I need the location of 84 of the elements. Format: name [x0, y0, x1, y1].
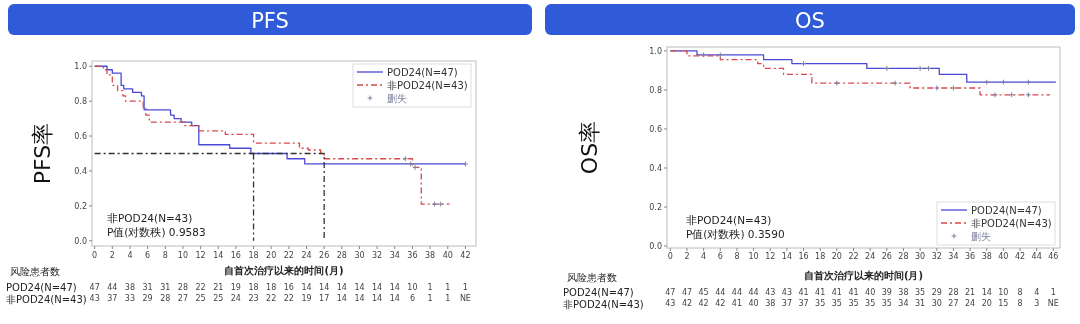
x-tick-label: 0 — [92, 251, 98, 260]
legend-label: POD24(N=47) — [971, 204, 1042, 216]
x-tick-label: 42 — [1014, 252, 1026, 261]
annotation: P值(对数秩) 0.3590 — [686, 228, 785, 240]
x-tick-label: 34 — [389, 251, 400, 260]
y-tick-label: 0.4 — [649, 163, 662, 173]
annotation: P值(对数秩) 0.9583 — [107, 226, 206, 238]
legend-label: 删失 — [971, 230, 991, 242]
x-tick-label: 16 — [798, 252, 809, 261]
x-tick-label: 6 — [145, 251, 151, 260]
x-tick-label: 40 — [998, 252, 1009, 261]
text: 非POD24(N=43) — [563, 299, 644, 310]
x-tick-label: 30 — [354, 251, 365, 260]
y-tick-label: 0.8 — [649, 85, 662, 95]
y-tick-label: 0.0 — [649, 241, 662, 251]
x-tick-label: 44 — [1031, 252, 1042, 261]
x-tick-label: 46 — [1048, 252, 1059, 261]
legend-label: 非POD24(N=43) — [387, 79, 468, 91]
x-tick-label: 34 — [948, 252, 959, 261]
text: 非POD24(N=43) — [6, 294, 87, 305]
x-tick-label: 14 — [213, 251, 224, 260]
x-tick-label: 20 — [266, 251, 277, 260]
legend-label: 非POD24(N=43) — [971, 217, 1052, 229]
x-tick-label: 26 — [881, 252, 892, 261]
x-tick-label: 22 — [848, 252, 859, 261]
y-tick-label: 0.2 — [649, 202, 662, 212]
x-tick-label: 8 — [162, 251, 168, 260]
x-tick-label: 32 — [372, 251, 383, 260]
text: POD24(N=47) — [6, 282, 77, 293]
x-tick-label: 6 — [717, 252, 723, 261]
chart-title: OS — [795, 9, 825, 33]
x-tick-label: 38 — [981, 252, 992, 261]
x-axis-title: 自首次治疗以来的时间(月) — [224, 265, 344, 276]
x-tick-label: 10 — [748, 252, 759, 261]
y-tick-label: 0.6 — [74, 131, 87, 141]
x-tick-label: 2 — [684, 252, 690, 261]
x-tick-label: 16 — [230, 251, 241, 260]
text: 风险患者数 — [10, 266, 60, 277]
x-tick-label: 18 — [815, 252, 826, 261]
text: 43 42 42 42 41 40 38 37 37 35 35 35 35 35 34 31 30 27 24 20 15 8 3 NE — [665, 299, 1059, 308]
x-tick-label: 22 — [283, 251, 294, 260]
x-tick-label: 10 — [177, 251, 189, 260]
text: 47 47 45 44 44 44 43 43 41 41 41 41 40 39 38 35 29 28 21 14 10 8 4 1 — [665, 288, 1056, 297]
text: 43 37 33 29 28 27 25 25 24 23 22 22 19 17 14 14 14 14 6 1 1 NE — [89, 294, 471, 303]
y-tick-label: 0.0 — [74, 236, 87, 246]
y-axis-title: PFS率 — [30, 122, 55, 185]
text: POD24(N=47) — [563, 287, 634, 298]
x-tick-label: 18 — [248, 251, 259, 260]
y-axis-title: OS率 — [577, 120, 602, 175]
text: 47 44 38 31 31 28 22 21 19 18 18 16 14 14 14 14 14 14 10 1 1 1 — [89, 283, 468, 292]
annotation: 非POD24(N=43) — [107, 212, 193, 224]
x-tick-label: 4 — [701, 252, 707, 261]
x-tick-label: 24 — [865, 252, 876, 261]
y-tick-label: 1.0 — [649, 46, 662, 56]
annotation: 非POD24(N=43) — [686, 214, 772, 226]
x-tick-label: 36 — [407, 251, 418, 260]
y-tick-label: 0.6 — [649, 124, 662, 134]
x-tick-label: 30 — [915, 252, 926, 261]
legend-label: 删失 — [387, 92, 407, 104]
x-tick-label: 20 — [831, 252, 842, 261]
x-axis-title: 自首次治疗以来的时间(月) — [803, 270, 924, 281]
x-tick-label: 28 — [336, 251, 347, 260]
y-tick-label: 0.2 — [74, 201, 87, 211]
x-tick-label: 0 — [667, 252, 673, 261]
x-tick-label: 12 — [765, 252, 776, 261]
y-tick-label: 0.8 — [74, 96, 87, 106]
x-tick-label: 14 — [781, 252, 792, 261]
y-tick-label: 1.0 — [74, 62, 87, 72]
chart-title: PFS — [251, 9, 289, 33]
x-tick-label: 28 — [898, 252, 909, 261]
x-tick-label: 38 — [425, 251, 436, 260]
y-tick-label: 0.4 — [74, 166, 87, 176]
x-tick-label: 36 — [964, 252, 976, 261]
x-tick-label: 4 — [127, 251, 133, 260]
x-tick-label: 2 — [109, 251, 115, 260]
x-tick-label: 12 — [195, 251, 206, 260]
x-tick-label: 26 — [319, 251, 330, 260]
x-tick-label: 32 — [931, 252, 942, 261]
text: 风险患者数 — [567, 272, 617, 283]
x-tick-label: 42 — [460, 251, 471, 260]
legend-label: POD24(N=47) — [387, 66, 458, 78]
x-tick-label: 40 — [442, 251, 453, 260]
x-tick-label: 8 — [734, 252, 740, 261]
x-tick-label: 24 — [301, 251, 312, 260]
